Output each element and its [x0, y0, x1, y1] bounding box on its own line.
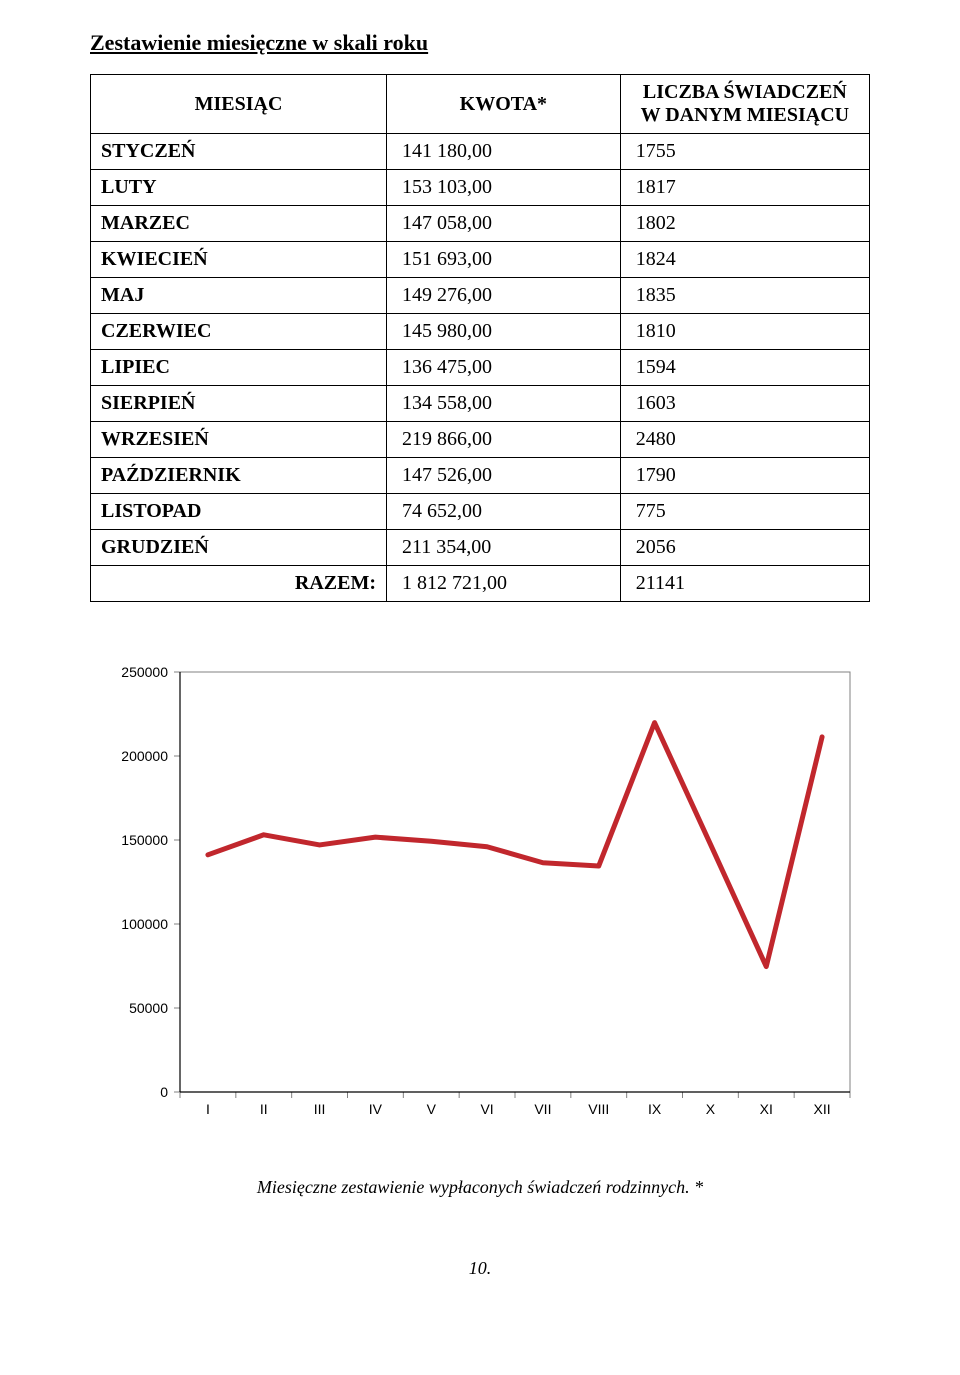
cell-liczba: 1835: [620, 278, 869, 314]
cell-month: LIPIEC: [91, 350, 387, 386]
cell-liczba: 1755: [620, 134, 869, 170]
page-title: Zestawienie miesięczne w skali roku: [90, 30, 870, 56]
x-tick-label: IV: [369, 1101, 383, 1117]
col-header-liczba: LICZBA ŚWIADCZEŃ W DANYM MIESIĄCU: [620, 75, 869, 134]
cell-liczba: 2480: [620, 422, 869, 458]
y-tick-label: 200000: [121, 748, 168, 764]
monthly-line-chart: 050000100000150000200000250000IIIIIIIVVV…: [100, 662, 860, 1132]
table-row: MARZEC147 058,001802: [91, 206, 870, 242]
cell-kwota: 145 980,00: [387, 314, 621, 350]
table-row: WRZESIEŃ219 866,002480: [91, 422, 870, 458]
cell-kwota: 151 693,00: [387, 242, 621, 278]
page-number: 10.: [90, 1258, 870, 1279]
cell-kwota: 147 058,00: [387, 206, 621, 242]
cell-liczba: 1594: [620, 350, 869, 386]
total-liczba: 21141: [620, 566, 869, 602]
x-tick-label: VII: [534, 1101, 551, 1117]
cell-kwota: 141 180,00: [387, 134, 621, 170]
cell-liczba: 1810: [620, 314, 869, 350]
cell-month: KWIECIEŃ: [91, 242, 387, 278]
y-tick-label: 0: [160, 1084, 168, 1100]
cell-liczba: 775: [620, 494, 869, 530]
cell-kwota: 147 526,00: [387, 458, 621, 494]
table-total-row: RAZEM:1 812 721,0021141: [91, 566, 870, 602]
table-row: GRUDZIEŃ211 354,002056: [91, 530, 870, 566]
plot-area: [180, 672, 850, 1092]
cell-month: GRUDZIEŃ: [91, 530, 387, 566]
y-tick-label: 100000: [121, 916, 168, 932]
table-row: LISTOPAD74 652,00775: [91, 494, 870, 530]
monthly-table: MIESIĄC KWOTA* LICZBA ŚWIADCZEŃ W DANYM …: [90, 74, 870, 602]
cell-liczba: 1817: [620, 170, 869, 206]
y-tick-label: 250000: [121, 664, 168, 680]
cell-kwota: 149 276,00: [387, 278, 621, 314]
total-kwota: 1 812 721,00: [387, 566, 621, 602]
cell-liczba: 1790: [620, 458, 869, 494]
cell-month: LUTY: [91, 170, 387, 206]
cell-kwota: 211 354,00: [387, 530, 621, 566]
cell-month: WRZESIEŃ: [91, 422, 387, 458]
x-tick-label: I: [206, 1101, 210, 1117]
table-row: MAJ149 276,001835: [91, 278, 870, 314]
cell-kwota: 153 103,00: [387, 170, 621, 206]
total-label: RAZEM:: [91, 566, 387, 602]
x-tick-label: X: [706, 1101, 716, 1117]
table-row: KWIECIEŃ151 693,001824: [91, 242, 870, 278]
x-tick-label: VI: [480, 1101, 493, 1117]
x-tick-label: XI: [760, 1101, 773, 1117]
cell-liczba: 2056: [620, 530, 869, 566]
table-row: LUTY153 103,001817: [91, 170, 870, 206]
cell-kwota: 134 558,00: [387, 386, 621, 422]
cell-kwota: 136 475,00: [387, 350, 621, 386]
col-header-month: MIESIĄC: [91, 75, 387, 134]
table-header-row: MIESIĄC KWOTA* LICZBA ŚWIADCZEŃ W DANYM …: [91, 75, 870, 134]
x-tick-label: VIII: [588, 1101, 609, 1117]
table-row: STYCZEŃ141 180,001755: [91, 134, 870, 170]
cell-kwota: 219 866,00: [387, 422, 621, 458]
x-tick-label: XII: [814, 1101, 831, 1117]
cell-month: LISTOPAD: [91, 494, 387, 530]
cell-liczba: 1603: [620, 386, 869, 422]
cell-kwota: 74 652,00: [387, 494, 621, 530]
x-tick-label: II: [260, 1101, 268, 1117]
cell-month: CZERWIEC: [91, 314, 387, 350]
x-tick-label: IX: [648, 1101, 662, 1117]
x-tick-label: III: [314, 1101, 326, 1117]
cell-month: PAŹDZIERNIK: [91, 458, 387, 494]
y-tick-label: 150000: [121, 832, 168, 848]
y-tick-label: 50000: [129, 1000, 168, 1016]
table-row: SIERPIEŃ134 558,001603: [91, 386, 870, 422]
cell-month: SIERPIEŃ: [91, 386, 387, 422]
table-row: CZERWIEC145 980,001810: [91, 314, 870, 350]
cell-liczba: 1824: [620, 242, 869, 278]
cell-month: STYCZEŃ: [91, 134, 387, 170]
x-tick-label: V: [427, 1101, 437, 1117]
cell-month: MARZEC: [91, 206, 387, 242]
chart-caption: Miesięczne zestawienie wypłaconych świad…: [90, 1177, 870, 1198]
cell-month: MAJ: [91, 278, 387, 314]
cell-liczba: 1802: [620, 206, 869, 242]
table-row: PAŹDZIERNIK147 526,001790: [91, 458, 870, 494]
table-row: LIPIEC136 475,001594: [91, 350, 870, 386]
col-header-kwota: KWOTA*: [387, 75, 621, 134]
